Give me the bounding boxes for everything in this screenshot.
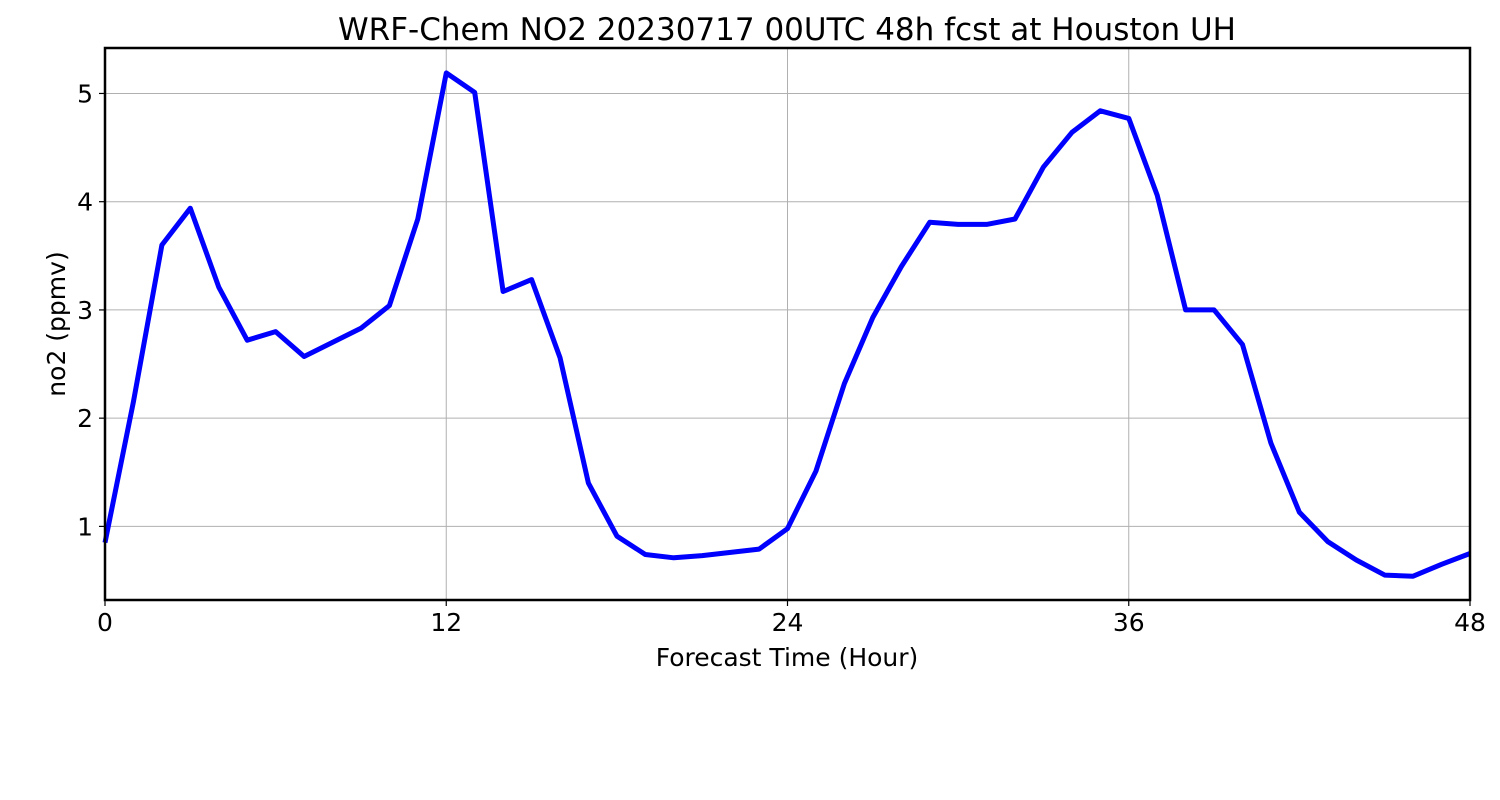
x-axis-label: Forecast Time (Hour) (656, 643, 919, 672)
y-tick-label: 1 (77, 512, 93, 541)
y-axis-label: no2 (ppmv) (42, 251, 71, 396)
y-tick-label: 2 (77, 404, 93, 433)
series-layer (102, 70, 1471, 579)
grid-lines (105, 48, 1470, 600)
x-tick-label: 48 (1454, 608, 1486, 637)
chart-title: WRF-Chem NO2 20230717 00UTC 48h fcst at … (338, 12, 1236, 48)
x-tick-label: 24 (772, 608, 804, 637)
plot-frame (103, 46, 1472, 602)
x-tick-label: 36 (1113, 608, 1145, 637)
x-tick-label: 12 (430, 608, 462, 637)
x-tick-label: 0 (97, 608, 113, 637)
no2-series-line (102, 70, 1471, 579)
y-tick-label: 4 (77, 188, 93, 217)
y-tick-label: 3 (77, 296, 93, 325)
y-tick-label: 5 (77, 79, 93, 108)
